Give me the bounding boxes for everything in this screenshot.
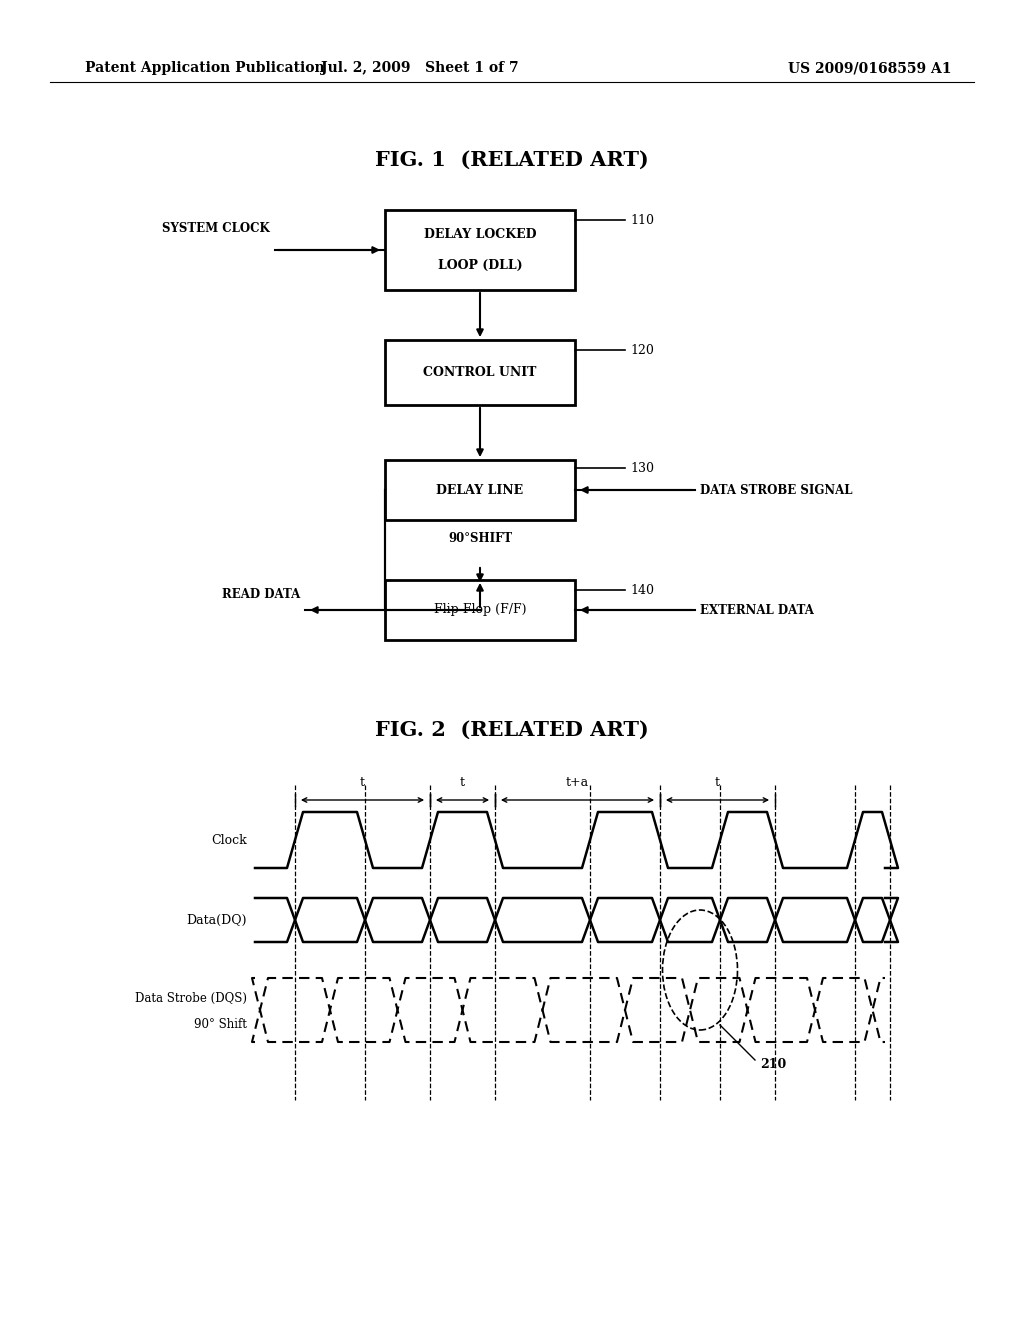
Text: CONTROL UNIT: CONTROL UNIT [423, 367, 537, 380]
Text: t+a: t+a [566, 776, 589, 789]
Text: LOOP (DLL): LOOP (DLL) [437, 259, 522, 272]
Text: t: t [460, 776, 465, 789]
Text: DELAY LINE: DELAY LINE [436, 483, 523, 496]
Text: Data(DQ): Data(DQ) [186, 913, 247, 927]
Text: FIG. 2  (RELATED ART): FIG. 2 (RELATED ART) [375, 719, 649, 741]
FancyBboxPatch shape [385, 341, 575, 405]
Text: Clock: Clock [211, 833, 247, 846]
Text: SYSTEM CLOCK: SYSTEM CLOCK [162, 222, 270, 235]
Text: 110: 110 [630, 214, 654, 227]
Text: READ DATA: READ DATA [222, 589, 300, 602]
Text: 90°SHIFT: 90°SHIFT [447, 532, 512, 544]
FancyBboxPatch shape [385, 579, 575, 640]
Text: t: t [360, 776, 365, 789]
Text: FIG. 1  (RELATED ART): FIG. 1 (RELATED ART) [375, 150, 649, 170]
Text: 90° Shift: 90° Shift [195, 1018, 247, 1031]
Text: EXTERNAL DATA: EXTERNAL DATA [700, 603, 814, 616]
FancyBboxPatch shape [385, 459, 575, 520]
Text: US 2009/0168559 A1: US 2009/0168559 A1 [788, 61, 951, 75]
Text: 210: 210 [760, 1059, 786, 1072]
Text: DATA STROBE SIGNAL: DATA STROBE SIGNAL [700, 483, 853, 496]
Text: Jul. 2, 2009   Sheet 1 of 7: Jul. 2, 2009 Sheet 1 of 7 [322, 61, 519, 75]
Text: Flip-Flop (F/F): Flip-Flop (F/F) [434, 603, 526, 616]
Text: t: t [715, 776, 720, 789]
Text: Patent Application Publication: Patent Application Publication [85, 61, 325, 75]
Text: Data Strobe (DQS): Data Strobe (DQS) [135, 991, 247, 1005]
Text: 140: 140 [630, 583, 654, 597]
Text: DELAY LOCKED: DELAY LOCKED [424, 228, 537, 242]
Text: 120: 120 [630, 343, 654, 356]
FancyBboxPatch shape [385, 210, 575, 290]
Text: 130: 130 [630, 462, 654, 474]
